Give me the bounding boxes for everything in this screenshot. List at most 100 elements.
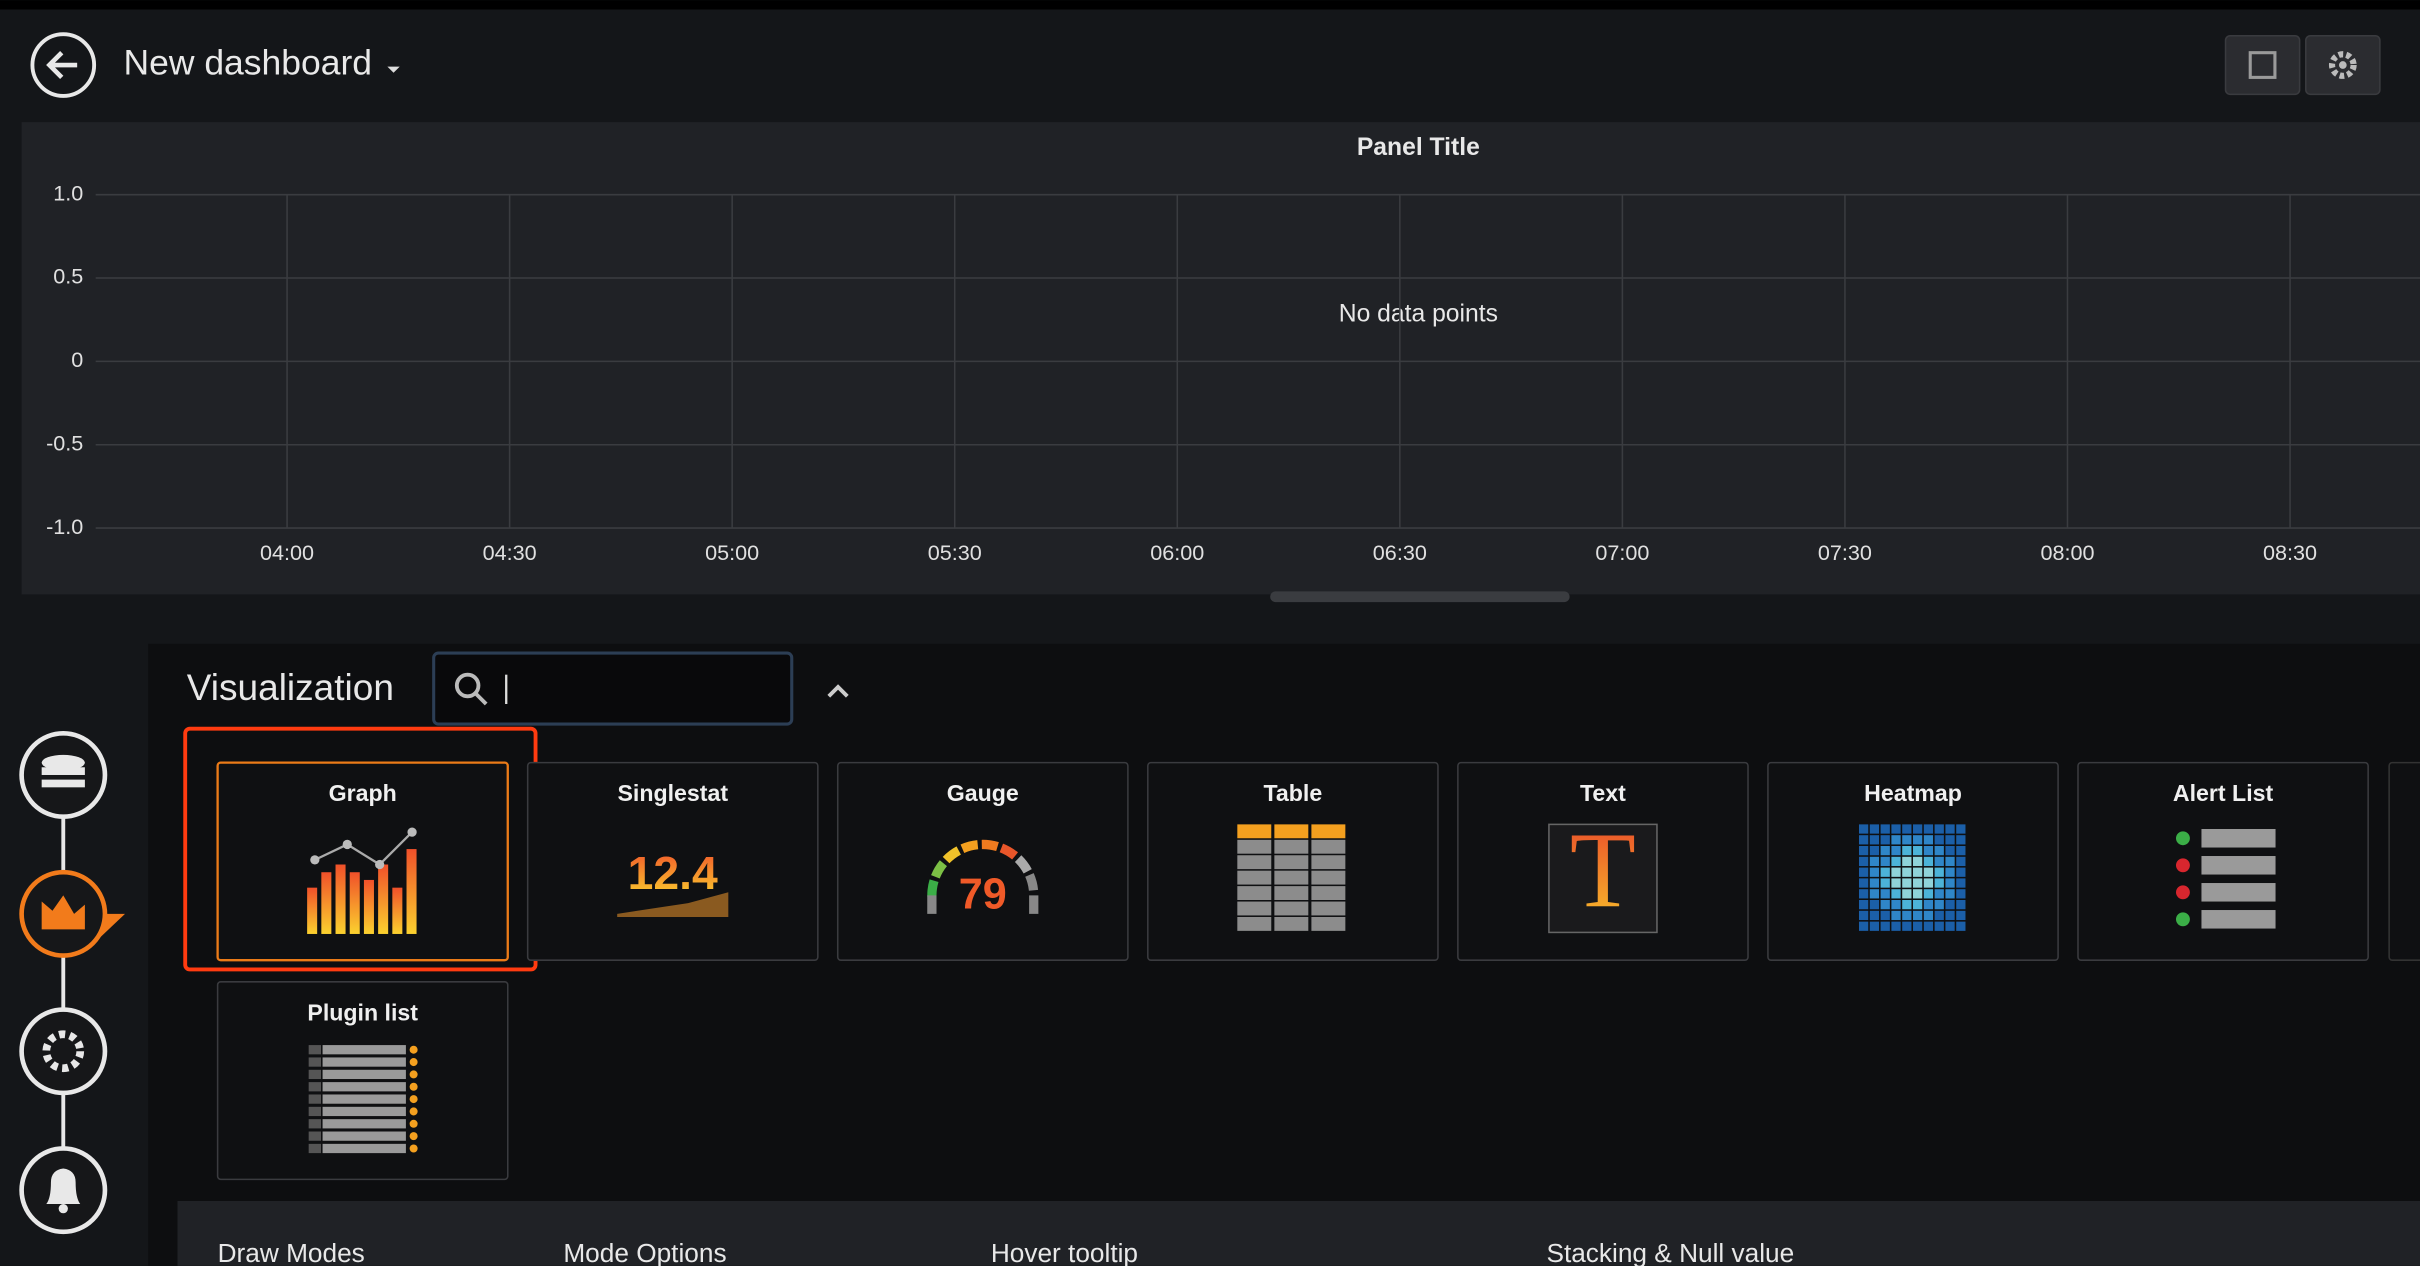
- search-box[interactable]: [432, 651, 794, 726]
- icon-cell: [1858, 910, 1869, 921]
- options-area: [177, 1200, 2420, 1266]
- icon-bar: [321, 872, 332, 934]
- icon-cell: [1934, 910, 1944, 921]
- icon-bar: [322, 1143, 406, 1154]
- icon-cell: [1880, 878, 1890, 888]
- tile-name: Heatmap: [1864, 780, 1962, 806]
- save-button[interactable]: [2224, 34, 2301, 96]
- icon-bar: [322, 1069, 406, 1080]
- icon-bar: [322, 1131, 406, 1141]
- icon-cell: [1956, 900, 1966, 910]
- icon-arc: [942, 846, 962, 864]
- icon-cell: [1945, 824, 1955, 834]
- x-tick-label: 05:00: [705, 540, 759, 565]
- icon-cell: [1237, 870, 1272, 885]
- title-caret[interactable]: [387, 66, 400, 73]
- icon-cell: [1880, 921, 1890, 931]
- icon-bar: [363, 879, 374, 934]
- settings-button[interactable]: [2305, 34, 2381, 96]
- icon-cell: [1869, 900, 1880, 910]
- icon-cell: [1880, 889, 1890, 899]
- icon-bar: [2201, 910, 2276, 929]
- icon-cell: [1891, 824, 1901, 834]
- icon-arc: [999, 843, 1018, 860]
- icon-arc: [931, 860, 948, 879]
- icon-bar: [2201, 856, 2276, 875]
- alert-icon[interactable]: [19, 1146, 108, 1235]
- icon-dot: [409, 1107, 418, 1116]
- icon-cell: [1934, 835, 1944, 845]
- general-icon[interactable]: [19, 1007, 108, 1096]
- icon-cell: [1923, 845, 1934, 856]
- icon-cell: [1956, 878, 1966, 888]
- icon-cell: [1858, 921, 1869, 931]
- x-tick-label: 07:30: [1818, 540, 1872, 565]
- icon-dot: [409, 1045, 418, 1054]
- icon-arc: [1025, 873, 1039, 891]
- icon-cell: [1913, 878, 1923, 888]
- panel-title: Panel Title: [1357, 134, 1480, 161]
- visualization-tile[interactable]: Graph: [216, 761, 509, 962]
- icon-cell: [1945, 835, 1955, 845]
- visualization-tile[interactable]: Heatmap: [1767, 761, 2059, 961]
- icon-cell: [1934, 856, 1944, 867]
- visualization-tile[interactable]: Text T: [1457, 761, 1749, 961]
- icon-cell: [1913, 845, 1923, 856]
- icon-cell: [1891, 856, 1901, 867]
- icon-cell: [1945, 867, 1955, 877]
- icon-cell: [1956, 835, 1966, 845]
- visualization-icon[interactable]: [19, 869, 126, 958]
- y-tick-label: -0.5: [46, 430, 83, 455]
- visualization-tile[interactable]: Singlestat 12.4: [526, 761, 819, 961]
- icon-cell: [1923, 835, 1934, 845]
- tile-partial[interactable]: [2388, 761, 2420, 961]
- icon-line: [314, 831, 413, 866]
- graph-panel: [21, 122, 2420, 595]
- visualization-tile[interactable]: Table: [1147, 761, 1439, 961]
- options-section-title: Draw Modes: [218, 1238, 365, 1266]
- icon-bar: [308, 1069, 322, 1080]
- visualization-tile[interactable]: Plugin list: [216, 981, 509, 1181]
- icon-cell: [1956, 824, 1966, 834]
- resize-handle[interactable]: [1270, 591, 1570, 603]
- icon-cell: [1923, 878, 1934, 888]
- icon-cell: [1869, 835, 1880, 845]
- collapse-chevron[interactable]: [827, 684, 849, 698]
- icon-arc: [927, 879, 939, 897]
- icon-cell: [1902, 835, 1912, 845]
- icon-cell: [1237, 886, 1272, 901]
- icon-cell: [1869, 845, 1880, 856]
- queries-icon[interactable]: [19, 731, 108, 819]
- options-section-title: Mode Options: [563, 1238, 726, 1266]
- x-tick-label: 07:00: [1595, 540, 1649, 565]
- visualization-tile[interactable]: Gauge 79: [836, 761, 1129, 961]
- tile-frame: [216, 761, 509, 962]
- icon-cell: [1880, 824, 1890, 834]
- icon-cell: [1913, 900, 1923, 910]
- icon-cell: [1869, 856, 1880, 867]
- icon-cell: [1274, 870, 1309, 885]
- icon-frame: [1548, 823, 1658, 934]
- icon-heart: [2175, 912, 2190, 927]
- icon-arc: [1014, 855, 1032, 874]
- x-tick-label: 05:30: [928, 540, 982, 565]
- icon-cell: [1858, 845, 1869, 856]
- icon-dot: [409, 1095, 418, 1104]
- y-tick-label: -1.0: [46, 514, 83, 539]
- icon-dot: [409, 1144, 418, 1153]
- icon-cell: [1945, 921, 1955, 931]
- icon-cell: [1891, 921, 1901, 931]
- icon-cell: [1923, 910, 1934, 921]
- icon-spark: [617, 892, 729, 917]
- back-button[interactable]: [30, 32, 97, 98]
- icon-cell: [1858, 856, 1869, 867]
- x-tick-label: 04:00: [260, 540, 314, 565]
- icon-bar: [349, 872, 360, 934]
- dashboard-title[interactable]: New dashboard: [123, 42, 372, 82]
- icon-cell: [1956, 867, 1966, 877]
- visualization-tile[interactable]: Alert List: [2077, 761, 2369, 961]
- icon-cell: [1274, 886, 1309, 901]
- icon-cell: [1956, 856, 1966, 867]
- icon-cell: [1945, 910, 1955, 921]
